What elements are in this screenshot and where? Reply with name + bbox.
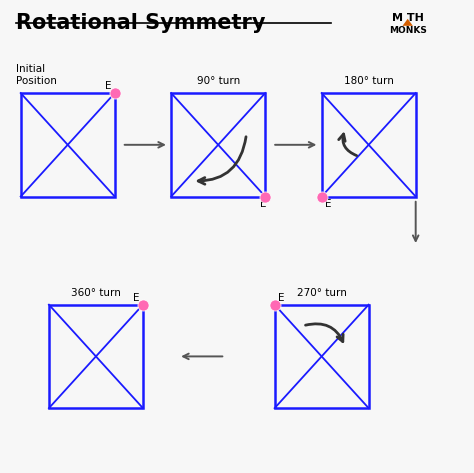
Polygon shape [402, 19, 413, 26]
Text: E: E [105, 81, 111, 91]
Text: 90° turn: 90° turn [197, 76, 240, 86]
Text: MONKS: MONKS [389, 26, 427, 35]
Text: 180° turn: 180° turn [344, 76, 393, 86]
Bar [21, 93, 115, 196]
Bar [322, 93, 416, 196]
Bar [49, 305, 143, 408]
Text: E: E [278, 293, 285, 303]
Text: 360° turn: 360° turn [71, 288, 121, 298]
Bar [274, 305, 369, 408]
Bar [171, 93, 265, 196]
Text: E: E [133, 293, 139, 303]
Text: E: E [325, 199, 332, 209]
Text: Initial
Position: Initial Position [16, 64, 57, 86]
Text: E: E [260, 199, 266, 209]
Text: M TH: M TH [392, 13, 424, 23]
Text: 270° turn: 270° turn [297, 288, 346, 298]
Text: Rotational Symmetry: Rotational Symmetry [16, 13, 265, 33]
